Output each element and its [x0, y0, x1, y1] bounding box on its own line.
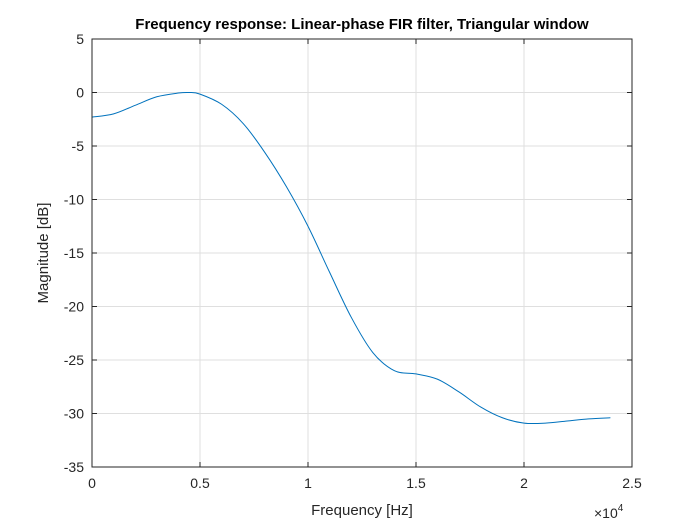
y-tick-label: -30 [64, 406, 84, 422]
y-axis-label: Magnitude [dB] [35, 203, 52, 304]
x-axis-exponent: ×104 [594, 503, 624, 521]
x-tick-label: 1 [304, 475, 312, 491]
y-tick-label: -35 [64, 459, 84, 475]
ticks: 0 0.5 1 1.5 2 2.5 5 0 -5 -10 -15 -20 -25 -30 -35 [64, 31, 642, 491]
x-axis-exponent-power: 4 [618, 503, 624, 514]
chart-title: Frequency response: Linear-phase FIR fil… [135, 16, 589, 33]
y-tick-label: -25 [64, 352, 84, 368]
x-axis-exponent-base: ×10 [594, 505, 618, 521]
y-tick-label: -10 [64, 192, 84, 208]
x-tick-label: 0 [88, 475, 96, 491]
y-tick-label: -15 [64, 245, 84, 261]
y-tick-label: 5 [76, 31, 84, 47]
x-axis-label: Frequency [Hz] [311, 502, 413, 519]
x-tick-label: 0.5 [190, 475, 210, 491]
y-tick-label: -20 [64, 299, 84, 315]
x-tick-label: 2.5 [622, 475, 642, 491]
series-line-0 [91, 91, 611, 425]
series-layer [91, 91, 611, 425]
y-tick-label: -5 [72, 138, 85, 154]
x-tick-label: 2 [520, 475, 528, 491]
x-tick-label: 1.5 [406, 475, 426, 491]
y-tick-label: 0 [76, 85, 84, 101]
